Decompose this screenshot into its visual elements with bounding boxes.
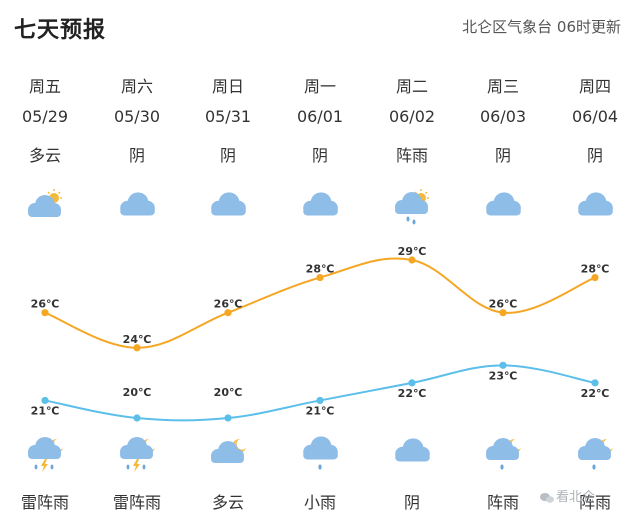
- high-temp-label: 28℃: [581, 263, 610, 276]
- date-label: 06/01: [296, 107, 344, 126]
- cloud-moon-icon: [203, 432, 253, 476]
- date-label: 05/30: [113, 107, 161, 126]
- day-weather-label: 阴: [128, 146, 145, 165]
- watermark: 看北仑: [556, 490, 596, 505]
- low-temp-label: 20℃: [214, 386, 243, 399]
- date-label: 06/02: [388, 107, 436, 126]
- low-temp-point: [591, 379, 599, 387]
- low-temp-point: [499, 361, 507, 369]
- date-label: 05/31: [204, 107, 252, 126]
- night-weather-label: 小雨: [303, 493, 336, 512]
- high-temp-label: 29℃: [398, 245, 427, 258]
- high-temp-point: [591, 273, 599, 282]
- day-icon-row: [0, 186, 633, 230]
- cloud-icon: [203, 186, 253, 230]
- day-weather-label: 阴: [311, 146, 328, 165]
- day-weather-row: 多云 阴 阴 阴 阵雨 阴 阴: [0, 142, 633, 166]
- cloud-sun-icon: [20, 186, 70, 230]
- high-temp-label: 26℃: [214, 298, 243, 311]
- low-temp-label: 22℃: [581, 387, 610, 400]
- cloud-icon: [478, 186, 528, 230]
- night-weather-label: 阵雨: [486, 493, 519, 512]
- high-temp-label: 26℃: [31, 298, 60, 311]
- weekday-row: 周五 周六 周日 周一 周二 周三 周四: [0, 73, 633, 97]
- cloud-icon: [570, 186, 620, 230]
- weekday-label: 周一: [303, 77, 336, 96]
- light-rain-icon: [295, 432, 345, 476]
- weekday-label: 周四: [578, 77, 611, 96]
- thunder-rain-moon-icon: [112, 432, 162, 476]
- low-temp-point: [41, 396, 49, 405]
- cloud-icon: [112, 186, 162, 230]
- high-temp-label: 26℃: [489, 298, 518, 311]
- low-temp-label: 21℃: [31, 404, 60, 417]
- weekday-label: 周二: [395, 77, 428, 96]
- date-label: 06/03: [479, 107, 527, 126]
- low-temp-point: [224, 414, 232, 422]
- cloud-icon: [387, 432, 437, 476]
- night-weather-row: 雷阵雨 雷阵雨 多云 小雨 阴 阵雨 阵雨: [0, 489, 633, 513]
- wechat-icon: [540, 493, 554, 503]
- date-row: 05/29 05/30 05/31 06/01 06/02 06/03 06/04: [0, 107, 633, 131]
- weekday-label: 周五: [28, 77, 61, 96]
- shower-moon-icon: [570, 432, 620, 476]
- high-temp-point: [316, 273, 324, 282]
- night-weather-label: 多云: [211, 493, 244, 512]
- weekday-label: 周三: [486, 77, 519, 96]
- low-temp-point: [133, 414, 141, 422]
- day-weather-label: 多云: [28, 146, 61, 165]
- shower-moon-icon: [478, 432, 528, 476]
- high-temp-point: [408, 256, 416, 264]
- weekday-label: 周六: [120, 77, 153, 96]
- low-temp-point: [316, 396, 324, 405]
- high-temp-point: [224, 309, 232, 317]
- shower-sun-icon: [387, 186, 437, 230]
- weekday-label: 周日: [211, 77, 244, 96]
- cloud-icon: [295, 186, 345, 230]
- date-label: 05/29: [21, 107, 69, 126]
- high-temp-point: [499, 309, 507, 317]
- day-weather-label: 阴: [494, 146, 511, 165]
- high-temp-label: 28℃: [306, 263, 335, 276]
- night-weather-label: 阵雨: [578, 493, 611, 512]
- forecast-source: 北仑区气象台 06时更新: [462, 18, 621, 36]
- night-icon-row: [0, 432, 633, 476]
- low-temp-label: 22℃: [398, 387, 427, 400]
- night-weather-label: 雷阵雨: [112, 493, 161, 512]
- low-temp-label: 23℃: [489, 369, 518, 382]
- night-weather-label: 雷阵雨: [20, 493, 69, 512]
- day-weather-label: 阴: [219, 146, 236, 165]
- low-temp-label: 21℃: [306, 404, 335, 417]
- day-weather-label: 阴: [586, 146, 603, 165]
- high-temp-point: [41, 309, 49, 317]
- date-label: 06/04: [571, 107, 619, 126]
- low-temp-point: [408, 379, 416, 387]
- high-temp-label: 24℃: [123, 333, 152, 346]
- page-title: 七天预报: [14, 18, 107, 43]
- high-temp-point: [133, 344, 141, 352]
- temperature-chart: 26℃ 24℃ 26℃ 28℃ 29℃ 26℃ 28℃ 21℃ 20℃ 20℃ 21℃ 22℃ 23℃ 2…: [31, 245, 610, 422]
- low-temp-label: 20℃: [123, 386, 152, 399]
- thunder-rain-moon-icon: [20, 432, 70, 476]
- day-weather-label: 阵雨: [395, 146, 428, 165]
- night-weather-label: 阴: [403, 493, 420, 512]
